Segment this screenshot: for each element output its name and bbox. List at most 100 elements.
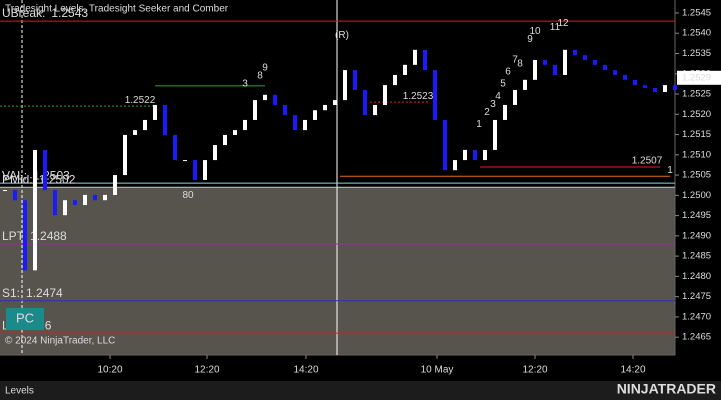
candle — [43, 149, 47, 191]
y-tick-label: 1.2505 — [682, 170, 711, 181]
candle — [513, 89, 517, 105]
annotation: 9 — [262, 62, 268, 73]
candle — [563, 49, 567, 75]
annotation: 9 — [527, 34, 533, 45]
candle — [613, 70, 617, 75]
candle — [133, 130, 137, 135]
annotation: 1.2507 — [632, 156, 663, 167]
candle — [213, 145, 217, 161]
candle — [233, 130, 237, 135]
candle — [443, 119, 447, 171]
y-tick-label: 1.2525 — [682, 89, 711, 100]
candle — [573, 49, 577, 56]
candle — [413, 49, 417, 65]
y-tick-label: 1.2475 — [682, 291, 711, 302]
candle — [293, 115, 297, 131]
tab[interactable]: Levels — [5, 386, 34, 397]
annotation: 6 — [505, 66, 511, 77]
candle — [333, 100, 337, 105]
candle — [493, 119, 497, 150]
candle — [23, 200, 27, 271]
candle — [553, 64, 557, 75]
candle — [503, 104, 507, 120]
candle — [603, 64, 607, 71]
y-tick-label: 1.2465 — [682, 332, 711, 343]
pc-button[interactable] — [6, 308, 44, 330]
pc-button-label[interactable]: PC — [16, 310, 34, 325]
candle — [263, 94, 267, 101]
y-tick-label: 1.2480 — [682, 271, 711, 282]
candle — [303, 119, 307, 131]
level-label: VAL: — [2, 168, 27, 182]
y-tick-label: 1.2515 — [682, 129, 711, 140]
annotation: 4 — [495, 91, 501, 102]
candle — [73, 200, 77, 206]
annotation: 3 — [490, 99, 496, 110]
y-tick-label: 1.2540 — [682, 28, 711, 39]
x-tick-label: 14:20 — [293, 365, 318, 376]
x-tick-label: 12:20 — [194, 365, 219, 376]
candle — [633, 79, 637, 86]
annotation: 11 — [550, 22, 561, 33]
candle — [193, 160, 197, 180]
annotation: 5 — [500, 79, 506, 90]
y-tick-label: 1.2495 — [682, 210, 711, 221]
x-tick-label: 10 May — [421, 365, 454, 376]
candle — [583, 55, 587, 60]
candle — [93, 194, 97, 201]
candle — [143, 119, 147, 131]
candle — [63, 200, 67, 216]
status-bar — [0, 381, 721, 400]
annotation: 8 — [257, 71, 263, 82]
annotation: 12 — [557, 18, 569, 29]
candle — [383, 85, 387, 105]
y-tick-label: 1.2485 — [682, 251, 711, 262]
level-value: 1.2488 — [30, 229, 67, 243]
candle — [363, 89, 367, 116]
last-price-box — [677, 70, 721, 85]
candle — [483, 149, 487, 161]
candle — [223, 134, 227, 146]
candle — [463, 149, 467, 161]
candle — [3, 190, 7, 192]
candle — [393, 74, 397, 86]
candle — [653, 87, 657, 92]
y-tick-label: 1.2545 — [682, 7, 711, 18]
annotation: 1 — [476, 119, 482, 130]
level-value: 1.2503 — [33, 168, 70, 182]
level-label: L — [2, 318, 9, 332]
annotation: 1.2523 — [403, 91, 434, 102]
candle — [403, 64, 407, 75]
annotation: 10 — [529, 26, 541, 37]
candle — [373, 104, 377, 116]
last-price: 1.2529 — [682, 72, 711, 83]
level-value: 1.2543 — [51, 6, 88, 20]
candle — [103, 194, 107, 201]
x-tick-label: 12:20 — [522, 365, 547, 376]
logo: NINJATRADER — [617, 381, 716, 397]
candle — [343, 70, 347, 101]
y-tick-label: 1.2535 — [682, 48, 711, 59]
candle — [163, 104, 167, 135]
candle — [643, 85, 647, 88]
y-tick-label: 1.2520 — [682, 109, 711, 120]
candle — [313, 110, 317, 120]
candle — [53, 190, 57, 216]
candle — [423, 49, 427, 71]
candle — [83, 194, 87, 206]
candle — [13, 190, 17, 201]
y-tick-label: 1.2510 — [682, 149, 711, 160]
y-tick-label: 1.2490 — [682, 230, 711, 241]
annotation: 1 — [667, 165, 673, 176]
candle — [663, 85, 667, 92]
x-tick-label: 10:20 — [97, 365, 122, 376]
level-label: PMid: — [2, 172, 33, 186]
annotation: 80 — [182, 190, 194, 201]
level-value: 1.2502 — [39, 172, 76, 186]
annotation: 8 — [517, 58, 523, 69]
level-label: UBreak: — [2, 6, 45, 20]
annotation: 7 — [512, 54, 518, 65]
candle — [523, 79, 527, 90]
y-tick-label: 1.2470 — [682, 311, 711, 322]
